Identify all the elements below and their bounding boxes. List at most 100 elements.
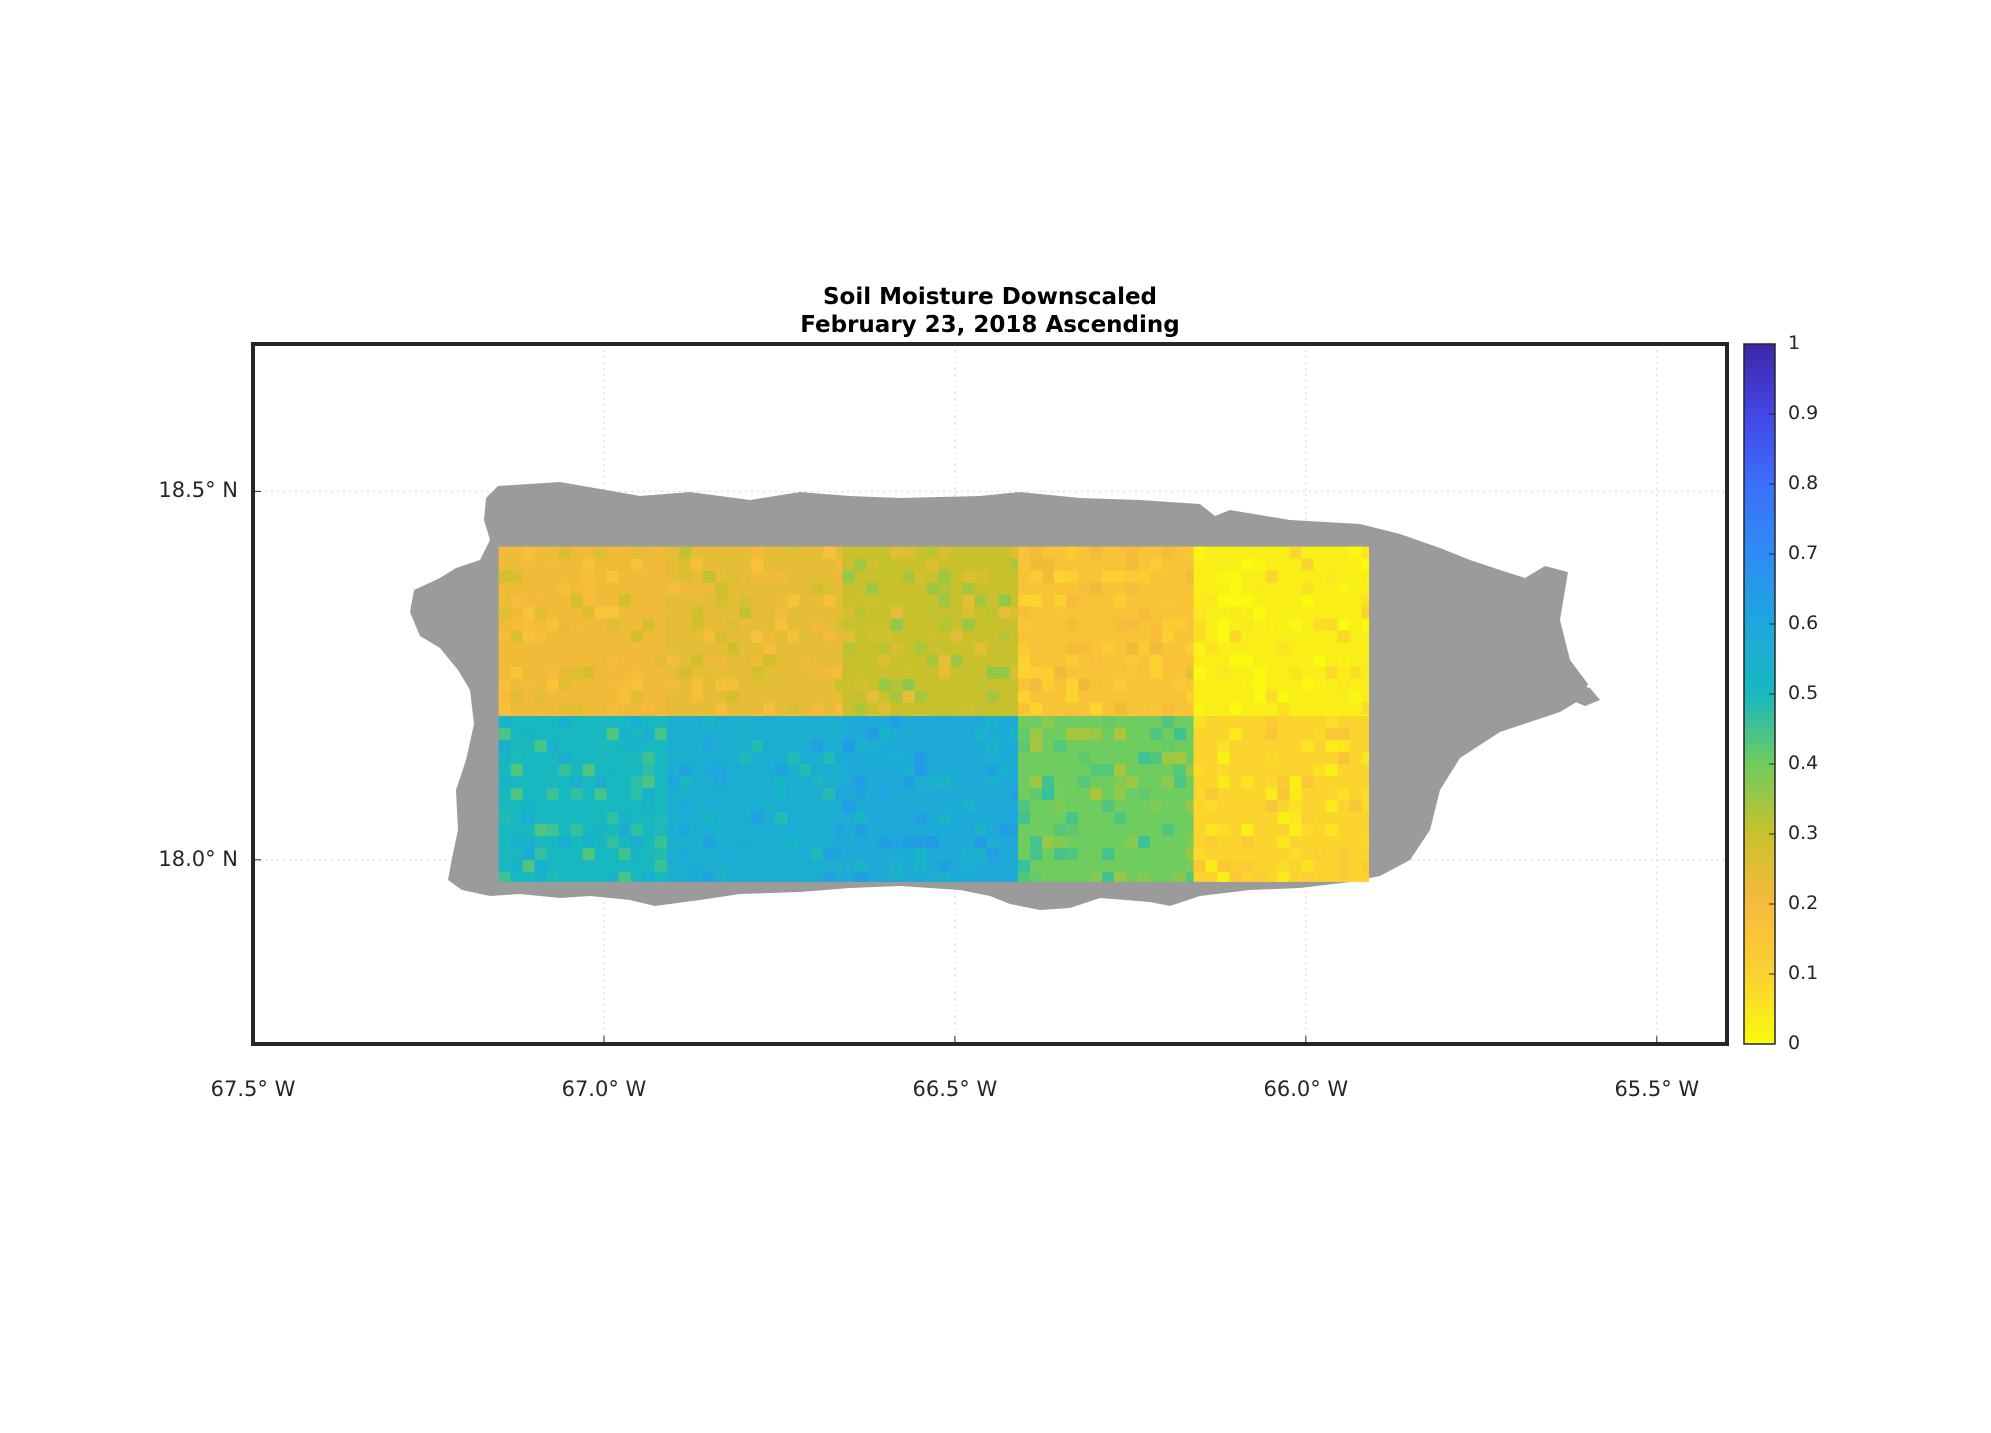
- tile-pixel: [1090, 702, 1103, 715]
- tile-pixel: [1066, 642, 1079, 655]
- tile-pixel: [751, 714, 764, 717]
- tile-pixel: [630, 824, 643, 837]
- tile-pixel: [618, 740, 631, 753]
- tile-pixel: [582, 836, 595, 849]
- tile-pixel: [1030, 666, 1043, 679]
- tile-pixel: [1186, 836, 1194, 849]
- tile-pixel: [751, 570, 764, 583]
- tile-pixel: [1030, 558, 1043, 571]
- tile-pixel: [1066, 714, 1079, 717]
- tile-pixel: [902, 836, 915, 849]
- tile-pixel: [902, 776, 915, 789]
- tile-pixel: [1030, 678, 1043, 691]
- tile-pixel: [1186, 800, 1194, 813]
- tile-pixel: [1301, 824, 1314, 837]
- tile-pixel: [1138, 836, 1151, 849]
- tile-pixel: [679, 836, 692, 849]
- tile-pixel: [1150, 800, 1163, 813]
- tile-pixel: [811, 666, 824, 679]
- tile-pixel: [1150, 618, 1163, 631]
- tile-pixel: [606, 728, 619, 741]
- tile-pixel: [1102, 716, 1115, 729]
- tile-pixel: [606, 836, 619, 849]
- tile-pixel: [1349, 690, 1362, 703]
- tile-pixel: [835, 666, 843, 679]
- tile-pixel: [739, 740, 752, 753]
- tile-pixel: [1301, 594, 1314, 607]
- tile-pixel: [642, 752, 655, 765]
- tile-pixel: [1010, 812, 1019, 825]
- tile-pixel: [546, 630, 559, 643]
- tile-pixel: [1030, 570, 1043, 583]
- soil-moisture-tiles: [498, 546, 1370, 882]
- tile-pixel: [986, 740, 999, 753]
- tile-pixel: [890, 716, 903, 729]
- tile-pixel: [715, 848, 728, 861]
- tile-pixel: [998, 872, 1011, 882]
- tile-pixel: [950, 776, 963, 789]
- tile-pixel: [703, 716, 716, 729]
- tile-pixel: [890, 606, 903, 619]
- tile-pixel: [799, 654, 812, 667]
- tile-pixel: [1162, 824, 1175, 837]
- tile-pixel: [1042, 776, 1055, 789]
- tile-pixel: [926, 606, 939, 619]
- tile-pixel: [570, 666, 583, 679]
- tile-pixel: [835, 570, 843, 583]
- tile-pixel: [739, 618, 752, 631]
- tile-pixel: [1277, 714, 1290, 717]
- tile-pixel: [914, 836, 927, 849]
- tile-pixel: [739, 606, 752, 619]
- tile-pixel: [1138, 788, 1151, 801]
- tile-pixel: [787, 824, 800, 837]
- tile-se-e: [1193, 716, 1370, 882]
- tile-pixel: [667, 728, 680, 741]
- tile-pixel: [914, 812, 927, 825]
- tile-pixel: [1277, 812, 1290, 825]
- tile-pixel: [1337, 740, 1350, 753]
- tile-pixel: [498, 872, 511, 882]
- tile-pixel: [522, 812, 535, 825]
- tile-pixel: [914, 860, 927, 873]
- tile-pixel: [938, 546, 951, 559]
- tile-pixel: [1090, 764, 1103, 777]
- tile-pixel: [1018, 654, 1031, 667]
- tile-pixel: [1010, 558, 1019, 571]
- lon-tick-label: 67.0° W: [561, 1077, 647, 1101]
- tile-pixel: [679, 570, 692, 583]
- tile-pixel: [974, 678, 987, 691]
- tile-pixel: [751, 594, 764, 607]
- tile-pixel: [1361, 618, 1370, 631]
- tile-pixel: [1241, 678, 1254, 691]
- tile-pixel: [630, 788, 643, 801]
- tile-pixel: [1217, 666, 1230, 679]
- colorbar-tick-label: 0.6: [1788, 612, 1819, 634]
- tile-pixel: [618, 824, 631, 837]
- tile-pixel: [854, 558, 867, 571]
- tile-pixel: [715, 654, 728, 667]
- tile-pixel: [510, 690, 523, 703]
- tile-pixel: [974, 642, 987, 655]
- tile-pixel: [606, 654, 619, 667]
- tile-pixel: [842, 714, 855, 717]
- tile-pixel: [998, 630, 1011, 643]
- tile-pixel: [1325, 764, 1338, 777]
- tile-pixel: [642, 618, 655, 631]
- tile-pixel: [878, 836, 891, 849]
- tile-pixel: [654, 654, 667, 667]
- tile-pixel: [570, 824, 583, 837]
- tile-pixel: [1186, 690, 1194, 703]
- tile-pixel: [787, 702, 800, 715]
- tile-pixel: [1337, 594, 1350, 607]
- tile-pixel: [902, 764, 915, 777]
- tile-pixel: [498, 570, 511, 583]
- tile-pixel: [878, 630, 891, 643]
- tile-pixel: [691, 654, 704, 667]
- tile-pixel: [890, 800, 903, 813]
- tile-pixel: [914, 752, 927, 765]
- tile-pixel: [1277, 702, 1290, 715]
- tile-pixel: [986, 764, 999, 777]
- tile-pixel: [1162, 618, 1175, 631]
- tile-pixel: [914, 848, 927, 861]
- tile-pixel: [811, 740, 824, 753]
